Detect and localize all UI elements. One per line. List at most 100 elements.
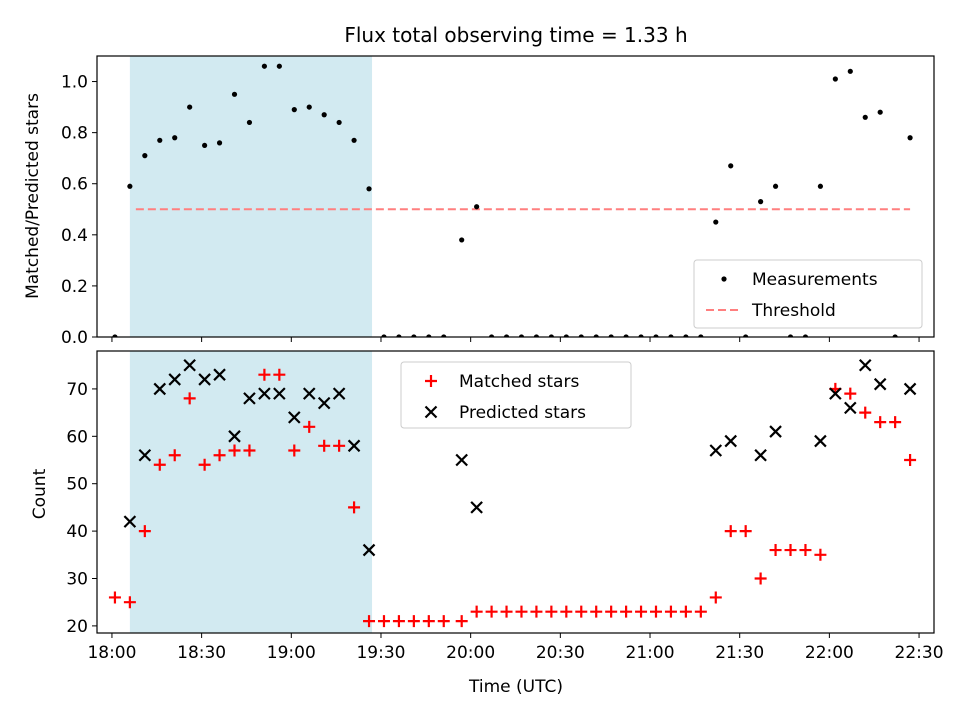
bottom-series-0-point <box>500 605 513 618</box>
x-tick-label: 19:30 <box>356 643 405 663</box>
bottom-series-0-point <box>258 368 271 381</box>
bottom-y-tick-label: 60 <box>66 427 88 447</box>
x-tick-label: 20:30 <box>536 643 585 663</box>
bottom-series-1-point <box>153 382 167 396</box>
x-tick-label: 21:30 <box>715 643 764 663</box>
bottom-series-0-point <box>108 591 121 604</box>
bottom-series-0-point <box>859 406 872 419</box>
top-series-0-point <box>728 163 734 169</box>
top-series-0-point <box>578 334 584 337</box>
top-series-0-point <box>518 334 525 337</box>
bottom-series-0-point <box>168 449 181 462</box>
bottom-series-0-point <box>123 596 136 609</box>
top-series-0-point <box>698 334 704 337</box>
bottom-legend: Matched stars Predicted stars <box>400 361 632 429</box>
bottom-series-0-point <box>485 605 498 618</box>
top-series-0-point <box>426 334 432 337</box>
top-series-0-point <box>847 68 853 74</box>
top-series-0-point <box>563 334 569 337</box>
top-series-0-point <box>758 199 764 205</box>
bottom-series-0-point <box>709 591 722 604</box>
top-series-0-point <box>862 114 868 120</box>
bottom-series-0-point <box>213 449 226 462</box>
x-tick-label: 18:00 <box>87 643 136 663</box>
top-series-0-point <box>142 153 148 159</box>
top-series-0-point <box>907 135 913 141</box>
bottom-legend-swatch <box>425 375 437 387</box>
top-series-0-point <box>638 334 644 337</box>
bottom-series-1-point <box>362 543 376 557</box>
bottom-series-0-point <box>904 454 917 467</box>
bottom-series-0-point <box>228 444 241 457</box>
bottom-y-tick-label: 70 <box>66 380 88 400</box>
top-legend: Measurements Threshold <box>693 259 923 329</box>
top-series-0-point <box>396 334 402 337</box>
x-tick-label: 18:30 <box>177 643 226 663</box>
bottom-legend-box <box>400 361 632 429</box>
top-series-0-point <box>653 334 659 337</box>
top-series-0-point <box>231 91 238 97</box>
top-series-0-point <box>713 219 719 225</box>
top-series-0-point <box>291 107 297 113</box>
top-series-0-point <box>216 140 223 146</box>
bottom-series-0-point <box>620 605 633 618</box>
bottom-legend-label: Predicted stars <box>459 403 586 423</box>
bottom-series-1-point <box>470 501 483 514</box>
top-series-0-point <box>772 183 779 189</box>
bottom-legend-swatch <box>424 405 438 419</box>
bottom-series-0-point <box>392 615 405 628</box>
bottom-series-1-point <box>258 387 271 400</box>
bottom-series-0-point <box>198 458 211 471</box>
top-series-0-point <box>743 334 749 337</box>
bottom-series-0-point <box>318 439 331 452</box>
top-series-0-point <box>488 334 495 337</box>
bottom-series-0-point <box>138 525 151 538</box>
bottom-series-1-point <box>273 387 286 400</box>
top-series-0-point <box>892 334 898 337</box>
bottom-series-0-point <box>437 615 450 628</box>
bottom-series-0-point <box>889 416 902 429</box>
top-series-0-point <box>202 142 208 149</box>
bottom-series-1-point <box>243 392 256 405</box>
bottom-series-0-point <box>724 525 737 538</box>
top-series-0-point <box>459 237 465 243</box>
top-y-tick-label: 0.2 <box>61 277 88 297</box>
bottom-series-0-point <box>545 605 558 618</box>
top-series-0-point <box>411 334 417 337</box>
top-series-0-point <box>787 334 794 337</box>
bottom-series-0-point <box>470 605 483 618</box>
x-tick-label: 20:00 <box>446 643 495 663</box>
bottom-series-0-point <box>799 544 812 557</box>
top-series-0-point <box>802 334 809 337</box>
top-series-0-point <box>683 334 689 337</box>
bottom-series-1-point <box>724 434 738 448</box>
top-series-0-point <box>306 104 312 110</box>
bottom-axes-frame <box>96 350 935 634</box>
bottom-series-1-point <box>844 401 857 415</box>
top-series-0-point <box>593 334 599 337</box>
top-series-0-point <box>474 204 480 210</box>
top-series-0-point <box>366 186 372 192</box>
top-panel: 0.0 0.2 0.4 0.6 0.8 1.0 Measurements Threshold <box>61 55 935 348</box>
bottom-series-0-point <box>288 444 301 457</box>
bottom-series-1-point <box>288 411 301 424</box>
top-series-0-point <box>503 334 510 337</box>
top-series-0-point <box>112 334 118 337</box>
bottom-series-1-point <box>347 439 361 453</box>
bottom-series-0-point <box>407 615 420 628</box>
bottom-series-0-point <box>153 458 166 471</box>
bottom-y-tick-label: 30 <box>66 569 88 589</box>
bottom-series-0-point <box>769 544 782 557</box>
bottom-series-1-point <box>123 515 137 528</box>
bottom-series-0-point <box>635 605 648 618</box>
bottom-legend-label: Matched stars <box>459 372 579 392</box>
top-series-0-point <box>877 109 883 115</box>
x-tick-label: 21:00 <box>626 643 675 663</box>
x-tick-label: 22:30 <box>895 643 944 663</box>
top-legend-label: Threshold <box>751 301 836 321</box>
bottom-series-1-point <box>769 425 782 438</box>
bottom-series-1-point <box>138 448 152 462</box>
top-series-0-point <box>127 183 133 189</box>
bottom-series-1-point <box>754 448 767 462</box>
bottom-series-0-point <box>183 392 196 405</box>
